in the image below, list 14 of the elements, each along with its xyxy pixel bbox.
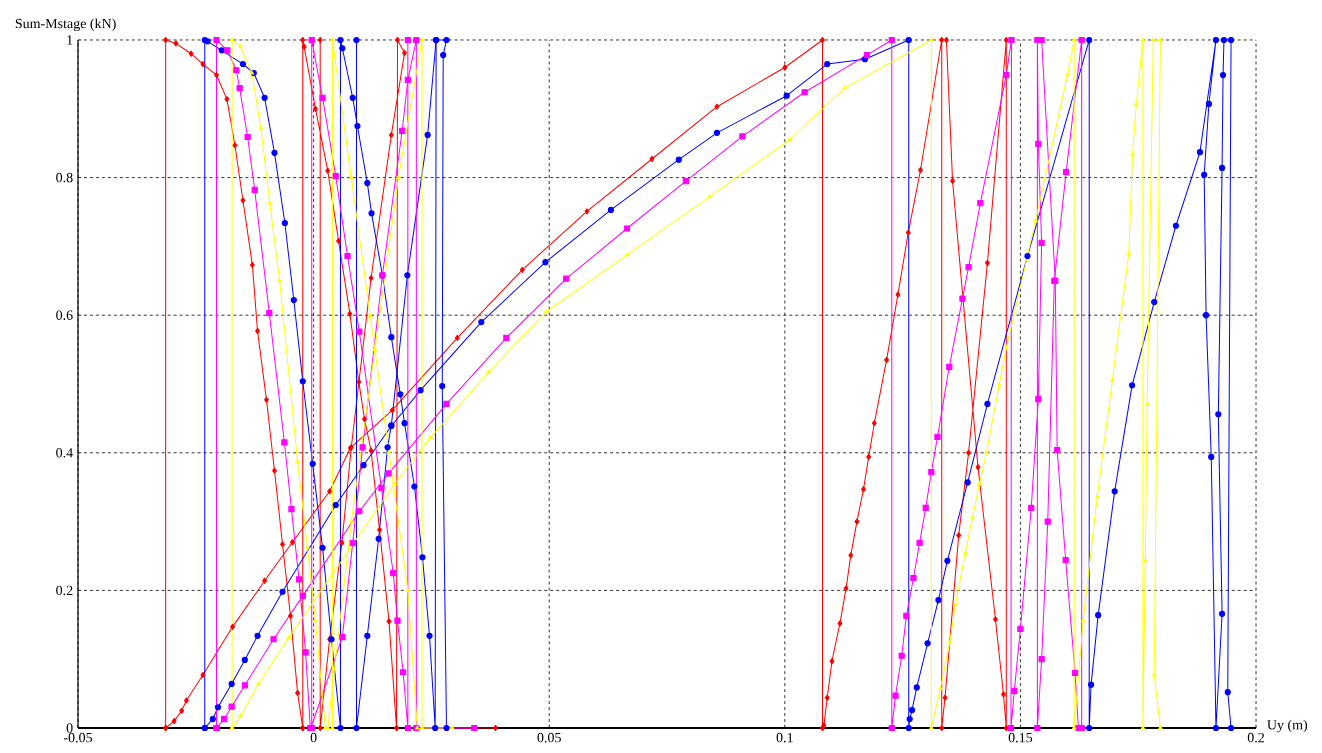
x-tick-label: 0.15 [1008,732,1033,743]
x-tick-label: 0.1 [776,732,793,743]
y-tick-label: 0.6 [56,310,73,320]
y-tick-label: 0.2 [56,585,73,596]
x-tick-label: 0.05 [537,732,561,743]
y-tick-label: 0 [66,723,73,733]
x-tick-label: 0.2 [1247,732,1264,743]
y-tick-label: 0.4 [56,448,73,458]
x-tick-label: -0.05 [63,732,93,743]
y-tick-label: 1 [67,35,73,45]
x-axis-title: Uy (m) [1267,719,1308,733]
y-axis-title: Sum-Mstage (kN) [15,18,116,32]
x-tick-label: 0 [310,732,317,743]
y-tick-label: 0.8 [56,172,73,183]
